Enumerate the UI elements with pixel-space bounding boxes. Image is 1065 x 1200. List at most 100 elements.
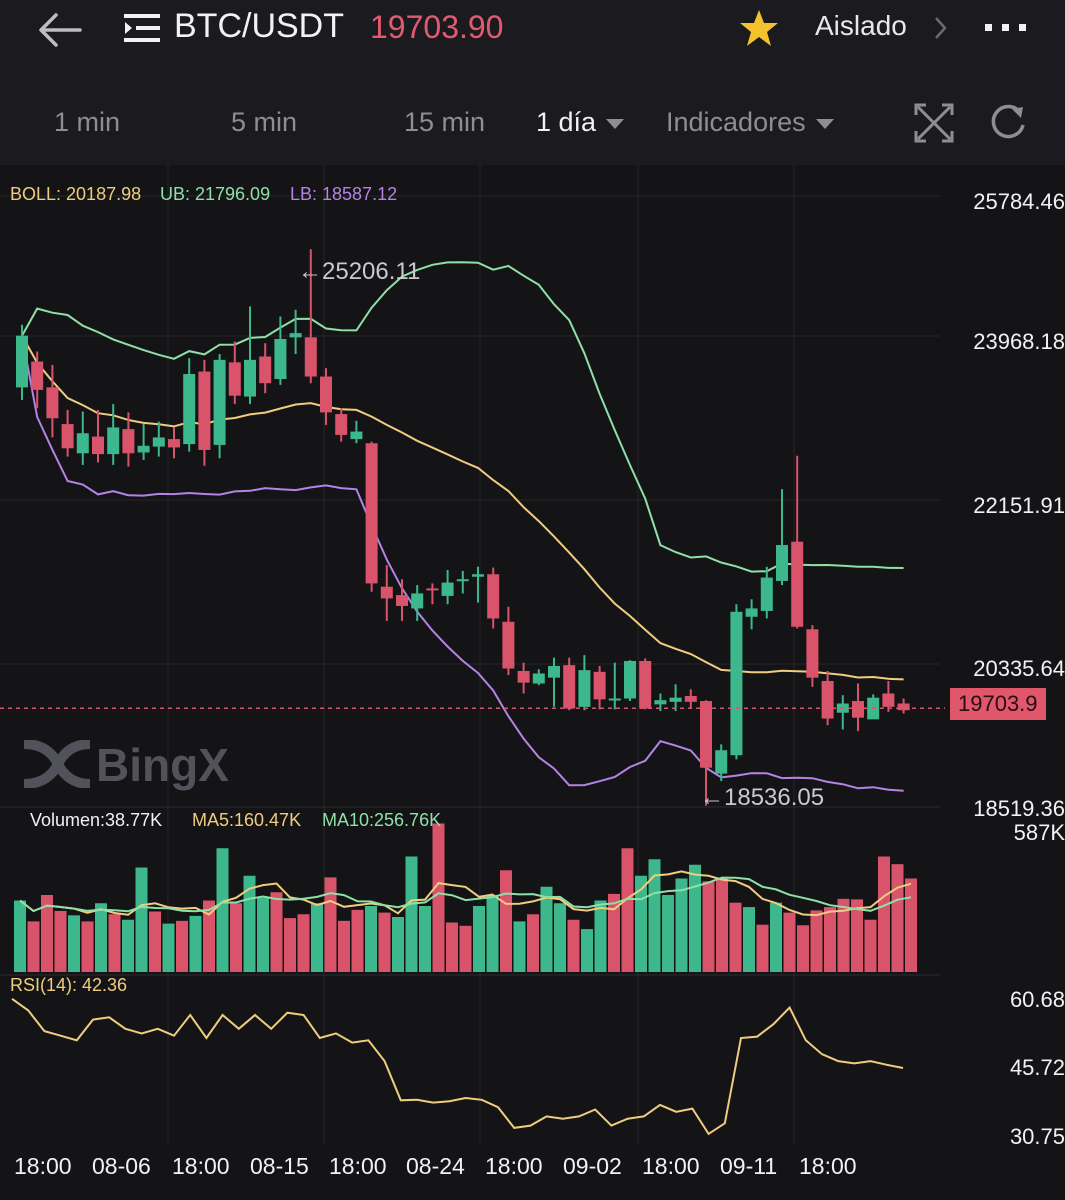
volume-bar <box>378 912 391 972</box>
x-axis-label: 18:00 <box>329 1153 387 1179</box>
volume-bar <box>270 892 283 972</box>
candle-body <box>852 701 864 718</box>
candle-body <box>228 362 241 396</box>
volume-bar <box>824 907 836 972</box>
volume-bar <box>716 878 728 972</box>
lb-legend: LB: 18587.12 <box>290 184 398 204</box>
volume-bar <box>135 867 148 972</box>
boll-mid-line <box>21 335 904 681</box>
refresh-icon[interactable] <box>988 103 1028 143</box>
caret-down-icon <box>606 118 625 129</box>
rsi-line <box>11 997 904 1136</box>
candle-body <box>776 545 788 581</box>
volume-bar <box>311 903 323 972</box>
volume-bar <box>864 919 877 972</box>
indicators-label: Indicadores <box>666 107 806 137</box>
candle-body <box>137 445 150 453</box>
back-arrow-icon[interactable] <box>36 10 84 50</box>
candle-body <box>168 439 180 448</box>
candle-body <box>624 660 636 699</box>
tab-15min[interactable]: 15 min <box>404 107 486 137</box>
candle-body <box>61 424 74 449</box>
candle-body <box>760 577 773 611</box>
volume-bar <box>351 909 364 972</box>
fullscreen-icon[interactable] <box>914 103 954 143</box>
star-icon[interactable] <box>738 8 780 48</box>
candle-body <box>806 629 819 678</box>
candle-body <box>152 437 165 447</box>
volume-bar <box>689 864 701 972</box>
volume-bar <box>392 917 404 972</box>
candle-body <box>608 698 621 701</box>
volume-bar <box>446 922 458 972</box>
candle-body <box>472 574 484 577</box>
rsi-legend: RSI(14): 42.36 <box>10 975 128 995</box>
volume-bar <box>162 923 175 972</box>
candle-body <box>639 660 652 709</box>
volume-bar <box>257 897 269 972</box>
volume-bar <box>527 914 539 972</box>
volume-bar <box>540 886 553 972</box>
price-axis-label: 18519.36 <box>973 796 1065 821</box>
candle-body <box>715 750 728 774</box>
candle-body <box>46 387 59 419</box>
candle-body <box>502 621 515 669</box>
tab-1min[interactable]: 1 min <box>54 107 121 137</box>
indicators-dropdown[interactable]: Indicadores <box>666 107 834 138</box>
volume-bar <box>905 878 917 972</box>
volume-bar <box>149 911 161 972</box>
candle-body <box>244 359 256 397</box>
pair-title[interactable]: BTC/USDT <box>174 7 344 45</box>
volume-bar <box>41 895 53 972</box>
volume-bar <box>662 895 674 972</box>
volume-bar <box>797 925 809 972</box>
volume-bar <box>338 920 350 972</box>
x-axis-label: 18:00 <box>14 1153 72 1179</box>
volume-bar <box>297 914 310 972</box>
pairs-menu-icon[interactable] <box>124 12 162 44</box>
volume-bar <box>203 900 215 972</box>
candle-body <box>791 541 804 627</box>
tab-1day-label: 1 día <box>536 107 597 137</box>
volume-bar <box>891 864 904 972</box>
candle-body <box>730 611 743 756</box>
boll-legend: BOLL: 20187.98 <box>10 184 142 204</box>
candle-body <box>882 693 895 707</box>
candle-body <box>517 670 530 683</box>
candle-body <box>563 665 576 709</box>
volume-bar <box>95 903 107 972</box>
candle-body <box>487 574 500 619</box>
volume-bar <box>554 903 566 972</box>
bingx-watermark: BingX <box>96 739 229 791</box>
caret-down-icon <box>815 118 834 129</box>
volume-bar <box>68 915 80 972</box>
x-axis-label: 09-11 <box>720 1153 778 1179</box>
volume-bar <box>81 921 94 972</box>
volume-legend: Volumen:38.77K <box>30 810 163 830</box>
more-dots-icon[interactable] <box>985 18 1029 36</box>
volume-bar <box>243 875 256 972</box>
candle-body <box>289 333 302 338</box>
ma10-legend: MA10:256.76K <box>322 810 442 830</box>
volume-ma10-line <box>19 876 912 913</box>
candle-body <box>897 703 910 711</box>
max-price-annotation: ←25206.11 <box>298 258 421 285</box>
volume-bar <box>878 856 890 972</box>
volume-bar <box>176 920 188 972</box>
x-axis-label: 08-06 <box>92 1153 151 1179</box>
volume-bar <box>567 919 580 972</box>
volume-bar <box>851 899 863 972</box>
candle-body <box>122 429 135 454</box>
volume-bar <box>365 906 377 972</box>
volume-bar <box>756 924 769 972</box>
lower-band-line <box>21 335 904 792</box>
margin-mode-label[interactable]: Aislado <box>815 10 907 41</box>
rsi-axis-label: 60.68 <box>1009 987 1065 1012</box>
candle-body <box>274 339 287 380</box>
volume-bar <box>486 895 499 972</box>
tab-5min[interactable]: 5 min <box>231 107 298 137</box>
chevron-right-icon[interactable] <box>933 14 949 42</box>
candle-body <box>532 673 545 684</box>
tab-1day[interactable]: 1 día <box>536 107 625 138</box>
volume-bar <box>675 878 688 972</box>
